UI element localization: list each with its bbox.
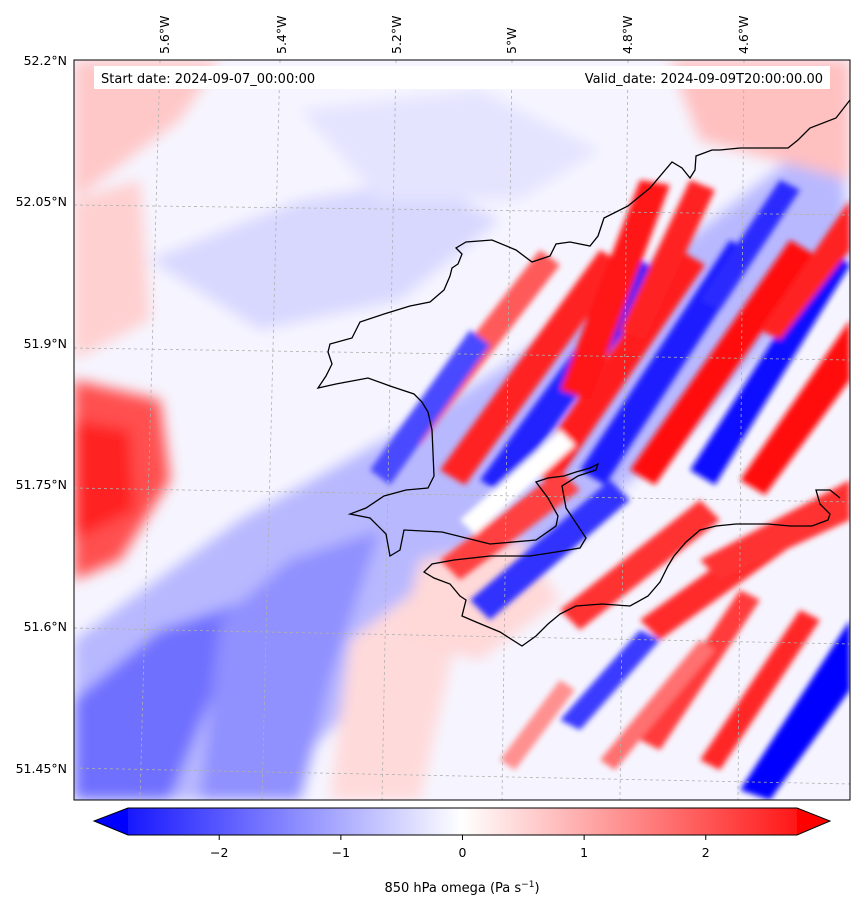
info-bar — [94, 66, 830, 89]
colorbar-tick-label: 0 — [459, 845, 467, 860]
colorbar-unit-label: 850 hPa omega (Pa s−1) — [384, 880, 539, 896]
latitude-labels: 52.2°N 52.05°N 51.9°N 51.75°N 51.6°N 51.… — [16, 53, 67, 776]
colorbar-extend-high — [797, 808, 830, 835]
lon-label-5w: 5°W — [504, 27, 519, 54]
valid-date-label: Valid_date: 2024-09-09T20:00:00.00 — [585, 72, 823, 87]
lat-label-52.2n: 52.2°N — [24, 53, 67, 68]
colorbar-body — [94, 808, 830, 835]
lat-label-51.75n: 51.75°N — [16, 477, 67, 492]
colorbar-unit-close: ) — [534, 881, 539, 896]
lat-label-51.6n: 51.6°N — [24, 619, 67, 634]
colorbar-tick-label: −1 — [332, 845, 350, 860]
lon-label-5.4w: 5.4°W — [274, 16, 289, 55]
lat-label-51.9n: 51.9°N — [24, 336, 67, 351]
lat-label-51.45n: 51.45°N — [16, 761, 67, 776]
lon-label-4.6w: 4.6°W — [736, 16, 751, 55]
colorbar-unit-main: 850 hPa omega (Pa s — [384, 881, 521, 896]
start-date-label: Start date: 2024-09-07_00:00:00 — [101, 72, 315, 87]
lat-label-52.05n: 52.05°N — [16, 194, 67, 209]
colorbar-tick-label: 2 — [702, 845, 710, 860]
lon-label-5.2w: 5.2°W — [389, 16, 404, 55]
colorbar-outline — [92, 807, 832, 836]
colorbar-extend-low — [94, 808, 128, 835]
pembrokeshire-coastline — [316, 99, 850, 647]
colorbar-tick-label: −2 — [210, 845, 228, 860]
map-frame — [73, 59, 851, 801]
longitude-labels: 5.6°W 5.4°W 5.2°W 5°W 4.8°W 4.6°W — [157, 16, 751, 55]
lon-label-5.6w: 5.6°W — [157, 16, 172, 55]
colorbar: −2 −1 0 1 2 850 hPa omega (Pa s−1) — [92, 807, 832, 896]
coastline — [316, 99, 850, 647]
omega-field — [74, 60, 850, 800]
lon-label-4.8w: 4.8°W — [620, 16, 635, 55]
colorbar-tick-label: 1 — [580, 845, 588, 860]
colorbar-ticks: −2 −1 0 1 2 — [210, 835, 710, 860]
colorbar-unit-exp: −1 — [521, 880, 534, 890]
